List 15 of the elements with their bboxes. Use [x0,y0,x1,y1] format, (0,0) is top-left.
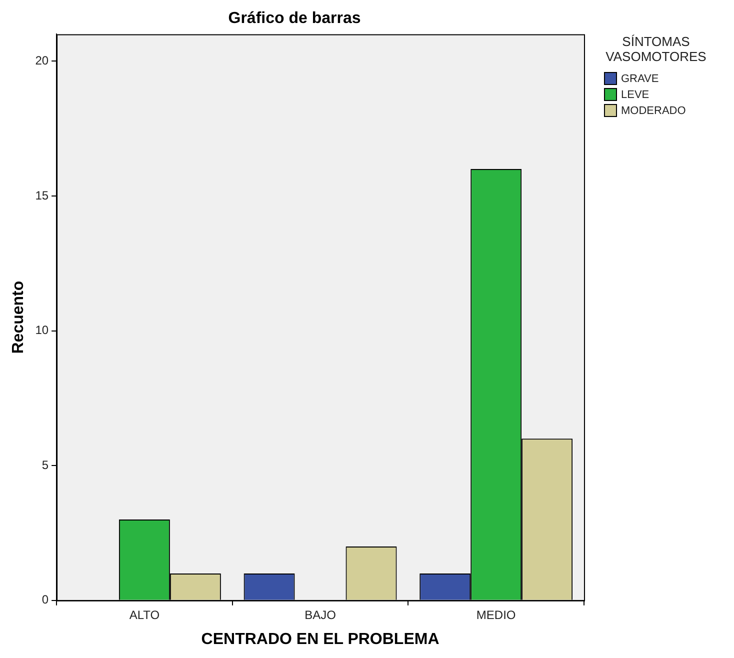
legend-label: MODERADO [621,104,686,117]
y-axis-title: Recuento [10,280,28,354]
x-tick-label: MEDIO [476,608,516,622]
legend-label: LEVE [621,88,650,101]
y-tick-label: 15 [35,188,49,202]
y-tick-label: 20 [35,53,49,68]
legend-title: SÍNTOMAS VASOMOTORES [604,34,708,64]
x-tick-label: BAJO [304,608,336,622]
y-tick-label: 5 [42,458,49,472]
x-tick-label: ALTO [129,608,160,622]
y-tick-label: 10 [35,323,49,338]
legend-label: GRAVE [621,72,659,85]
y-tick-label: 0 [42,592,49,607]
x-axis-title: CENTRADO EN EL PROBLEMA [201,630,440,648]
chart-title: Gráfico de barras [228,10,361,28]
